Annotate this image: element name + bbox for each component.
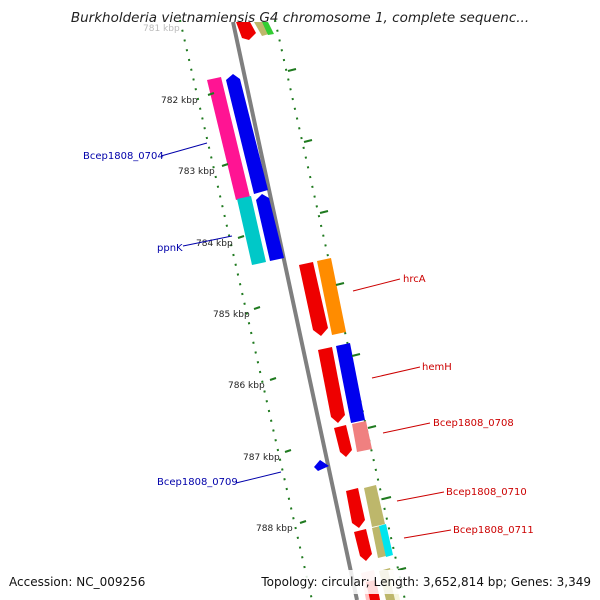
sequence-backbone (231, 21, 359, 600)
gene-feature-bcep1808-0704[interactable] (207, 77, 250, 200)
gene-label-bcep1808-0709[interactable]: Bcep1808_0709 (157, 477, 238, 488)
gene-feature-red-e[interactable] (354, 529, 372, 561)
topology-text: Topology: circular; Length: 3,652,814 bp… (261, 575, 591, 589)
gene-feature-top-khaki[interactable] (254, 22, 269, 36)
gene-feature-bcep1808-0710[interactable] (364, 485, 385, 527)
gene-feature-bcep1808-0709[interactable] (314, 460, 329, 471)
footer-band (0, 570, 600, 594)
gene-feature-ppnk[interactable] (237, 196, 266, 265)
gene-label-bcep1808-0711[interactable]: Bcep1808_0711 (453, 525, 534, 536)
gene-label-hrca[interactable]: hrcA (403, 274, 426, 285)
tick-label-787: 787 kbp (243, 453, 280, 463)
label-leaders (160, 142, 452, 539)
sequence-title: Burkholderia vietnamiensis G4 chromosome… (70, 10, 530, 26)
tick-label-783: 783 kbp (178, 167, 215, 177)
gene-feature-khaki-b[interactable] (372, 526, 386, 558)
tick-label-784: 784 kbp (196, 239, 233, 249)
gene-feature-blue-a[interactable] (226, 74, 268, 194)
gene-label-ppnk[interactable]: ppnK (157, 243, 183, 254)
gene-feature-bcep1808-0711[interactable] (379, 524, 393, 557)
gene-feature-red-d[interactable] (346, 488, 365, 528)
gene-label-hemh[interactable]: hemH (422, 362, 452, 373)
gene-label-bcep1808-0704[interactable]: Bcep1808_0704 (83, 151, 164, 162)
gene-label-bcep1808-0708[interactable]: Bcep1808_0708 (433, 418, 514, 429)
tick-label-788: 788 kbp (256, 524, 293, 534)
tick-label-781: 781 kbp (143, 24, 180, 34)
gene-feature-hrca[interactable] (317, 258, 346, 335)
gene-feature-blue-b[interactable] (256, 194, 284, 261)
gene-label-bcep1808-0710[interactable]: Bcep1808_0710 (446, 487, 527, 498)
gene-feature-red-a[interactable] (299, 262, 328, 336)
accession-text: Accession: NC_009256 (9, 575, 146, 589)
tick-marks (207, 68, 407, 571)
gene-feature-hemh[interactable] (336, 343, 365, 423)
tick-label-782: 782 kbp (161, 96, 198, 106)
gene-feature-red-c[interactable] (334, 425, 352, 457)
gene-feature-top-green[interactable] (262, 22, 274, 35)
tick-label-786: 786 kbp (228, 381, 265, 391)
gene-feature-top-red[interactable] (236, 22, 256, 40)
gene-feature-red-b[interactable] (318, 347, 345, 423)
tick-label-785: 785 kbp (213, 310, 250, 320)
gene-feature-bcep1808-0708[interactable] (352, 421, 372, 452)
